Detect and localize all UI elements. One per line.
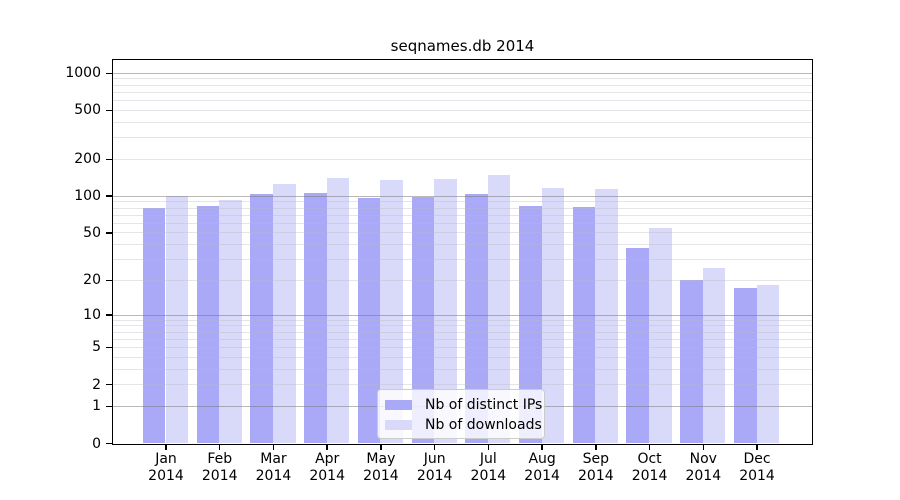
x-tick-label-may: May 2014 <box>363 451 399 484</box>
x-tick-mark <box>165 445 167 450</box>
x-tick-mark <box>487 445 490 450</box>
bars-layer <box>113 60 812 444</box>
x-tick-mark <box>702 445 705 450</box>
bar-downloads-aug <box>541 188 565 443</box>
bar-downloads-feb <box>219 200 242 443</box>
y-tick-label-2: 2 <box>92 376 101 393</box>
x-tick-mark <box>380 445 382 450</box>
y-tick-label-1000: 1000 <box>65 65 101 82</box>
y-tick-mark <box>106 232 112 234</box>
x-tick-label-sep: Sep 2014 <box>578 451 614 484</box>
x-tick-mark <box>595 445 597 450</box>
y-tick-label-20: 20 <box>83 272 101 289</box>
y-tick-label-100: 100 <box>74 188 101 205</box>
x-tick-label-mar: Mar 2014 <box>255 451 292 484</box>
legend-swatch-distinct-ips-icon <box>385 400 412 410</box>
x-tick-label-nov: Nov 2014 <box>685 451 722 484</box>
chart-title: seqnames.db 2014 <box>390 37 535 55</box>
y-tick-label-1: 1 <box>92 398 101 415</box>
y-tick-label-0: 0 <box>92 435 101 452</box>
x-tick-label-jan: Jan 2014 <box>148 451 184 484</box>
bar-distinct-ips-feb <box>196 205 220 443</box>
x-tick-mark <box>326 445 328 450</box>
y-tick-mark <box>106 72 112 75</box>
x-tick-label-apr: Apr 2014 <box>309 451 345 484</box>
y-tick-mark <box>106 279 112 282</box>
bar-distinct-ips-nov <box>680 279 703 443</box>
x-tick-label-jun: Jun 2014 <box>416 451 453 484</box>
x-tick-label-oct: Oct 2014 <box>631 451 668 484</box>
y-tick-mark <box>106 158 112 161</box>
bar-distinct-ips-dec <box>733 288 757 443</box>
bar-distinct-ips-sep <box>572 206 596 443</box>
y-tick-mark <box>106 314 112 316</box>
y-tick-label-500: 500 <box>74 102 101 119</box>
bar-downloads-dec <box>756 285 780 443</box>
y-tick-mark <box>106 346 112 349</box>
legend: Nb of distinct IPs Nb of downloads <box>377 389 545 439</box>
y-tick-label-200: 200 <box>74 151 101 168</box>
legend-item-downloads: Nb of downloads <box>385 415 542 435</box>
y-tick-mark <box>106 109 112 112</box>
x-tick-label-feb: Feb 2014 <box>201 451 238 484</box>
plot-area: Nb of distinct IPs Nb of downloads <box>112 59 813 445</box>
bar-distinct-ips-jul <box>465 193 488 443</box>
bar-distinct-ips-oct <box>626 248 650 443</box>
y-tick-mark <box>106 405 112 408</box>
x-tick-label-aug: Aug 2014 <box>524 451 560 484</box>
x-tick-label-dec: Dec 2014 <box>739 451 775 484</box>
legend-label-distinct-ips: Nb of distinct IPs <box>425 397 543 413</box>
bar-distinct-ips-aug <box>519 206 542 443</box>
y-tick-mark <box>106 442 112 445</box>
y-tick-label-5: 5 <box>92 339 101 356</box>
legend-swatch-downloads-icon <box>385 420 412 430</box>
legend-item-distinct-ips: Nb of distinct IPs <box>385 395 542 415</box>
x-tick-mark <box>756 445 758 450</box>
bar-downloads-mar <box>272 183 296 443</box>
legend-label-downloads: Nb of downloads <box>425 417 542 433</box>
bar-downloads-jun <box>434 179 457 443</box>
bar-downloads-oct <box>649 228 672 443</box>
bar-downloads-may <box>380 180 403 443</box>
x-tick-mark <box>433 445 436 450</box>
x-tick-mark <box>272 445 275 450</box>
bar-downloads-apr <box>326 177 350 443</box>
x-tick-mark <box>541 445 543 450</box>
bar-distinct-ips-apr <box>304 193 327 443</box>
bar-distinct-ips-jan <box>142 207 166 443</box>
y-tick-mark <box>106 195 112 197</box>
bar-distinct-ips-may <box>357 198 381 443</box>
x-tick-mark <box>648 445 651 450</box>
bar-downloads-jan <box>165 195 189 443</box>
y-tick-label-50: 50 <box>83 224 101 241</box>
x-tick-mark <box>218 445 221 450</box>
y-tick-label-10: 10 <box>83 307 101 324</box>
bar-distinct-ips-jun <box>411 196 435 443</box>
bar-downloads-jul <box>487 174 511 443</box>
bar-downloads-nov <box>702 268 726 443</box>
bar-downloads-sep <box>595 188 618 443</box>
bar-distinct-ips-mar <box>250 193 273 443</box>
y-tick-mark <box>106 383 112 386</box>
x-tick-label-jul: Jul 2014 <box>470 451 507 484</box>
